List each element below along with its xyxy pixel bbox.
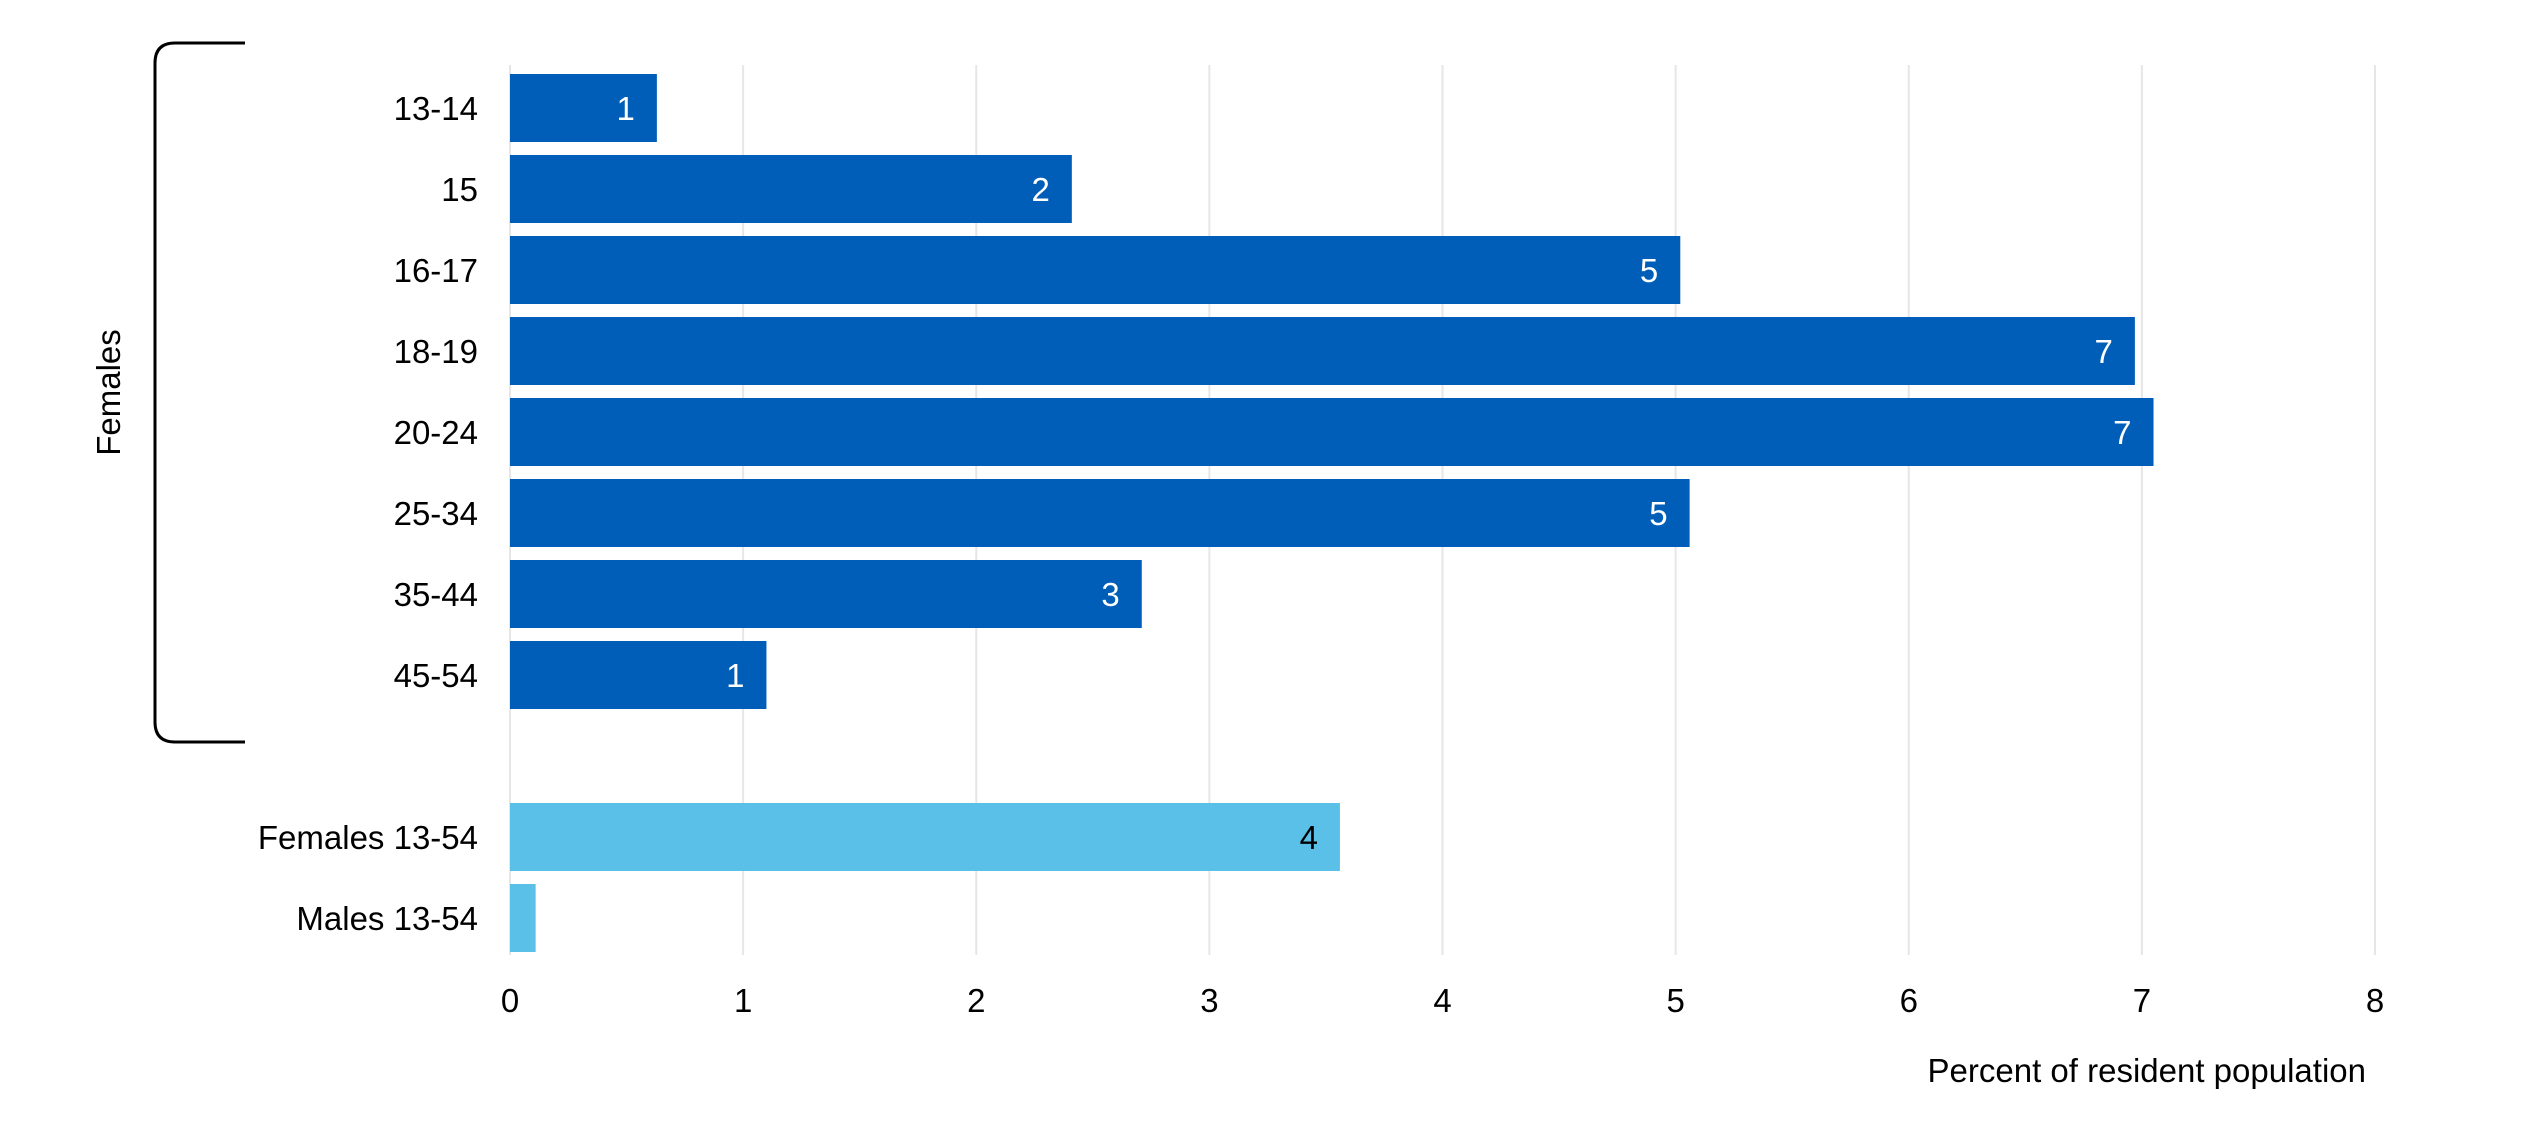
- category-labels: 13-14 15 16-17 18-19 20-24 25-34 35-44 45-54 Fem…: [258, 90, 478, 937]
- category-label-15: 15: [441, 171, 478, 208]
- bar-15: [510, 155, 1072, 223]
- bar-males-13-54: [510, 884, 536, 952]
- bar-20-24: [510, 398, 2154, 466]
- x-tick-label-2: 2: [967, 982, 985, 1019]
- data-label-35-44: 3: [1101, 576, 1119, 613]
- category-label-13-14: 13-14: [394, 90, 478, 127]
- x-tick-label-0: 0: [501, 982, 519, 1019]
- bar-13-14: [510, 74, 657, 142]
- category-label-35-44: 35-44: [394, 576, 478, 613]
- x-tick-label-8: 8: [2366, 982, 2384, 1019]
- x-tick-label-5: 5: [1666, 982, 1684, 1019]
- bar-18-19: [510, 317, 2135, 385]
- x-tick-label-1: 1: [734, 982, 752, 1019]
- bar-35-44: [510, 560, 1142, 628]
- x-tick-label-6: 6: [1900, 982, 1918, 1019]
- category-label-20-24: 20-24: [394, 414, 478, 451]
- x-axis-ticks: 0 1 2 3 4 5 6 7 8: [501, 982, 2384, 1019]
- bar-25-34: [510, 479, 1690, 547]
- category-label-16-17: 16-17: [394, 252, 478, 289]
- bar-16-17: [510, 236, 1681, 304]
- data-label-13-14: 1: [617, 90, 635, 127]
- bar-45-54: [510, 641, 767, 709]
- x-tick-label-3: 3: [1200, 982, 1218, 1019]
- category-label-males-13-54: Males 13-54: [296, 900, 478, 937]
- bars: [510, 74, 2154, 952]
- data-label-25-34: 5: [1649, 495, 1667, 532]
- data-label-females-13-54: 4: [1300, 819, 1318, 856]
- bar-females-13-54: [510, 803, 1340, 871]
- females-group-label: Females: [90, 329, 127, 456]
- x-tick-label-7: 7: [2133, 982, 2151, 1019]
- data-label-18-19: 7: [2095, 333, 2113, 370]
- category-label-females-13-54: Females 13-54: [258, 819, 478, 856]
- data-label-16-17: 5: [1640, 252, 1658, 289]
- category-label-45-54: 45-54: [394, 657, 478, 694]
- x-tick-label-4: 4: [1433, 982, 1451, 1019]
- data-labels: 1 2 5 7 7 5 3 1 4: [617, 90, 2132, 856]
- category-label-18-19: 18-19: [394, 333, 478, 370]
- category-label-25-34: 25-34: [394, 495, 478, 532]
- data-label-20-24: 7: [2113, 414, 2131, 451]
- females-group-bracket: [153, 41, 245, 744]
- x-axis-title: Percent of resident population: [1928, 1052, 2366, 1089]
- data-label-15: 2: [1031, 171, 1049, 208]
- data-label-45-54: 1: [726, 657, 744, 694]
